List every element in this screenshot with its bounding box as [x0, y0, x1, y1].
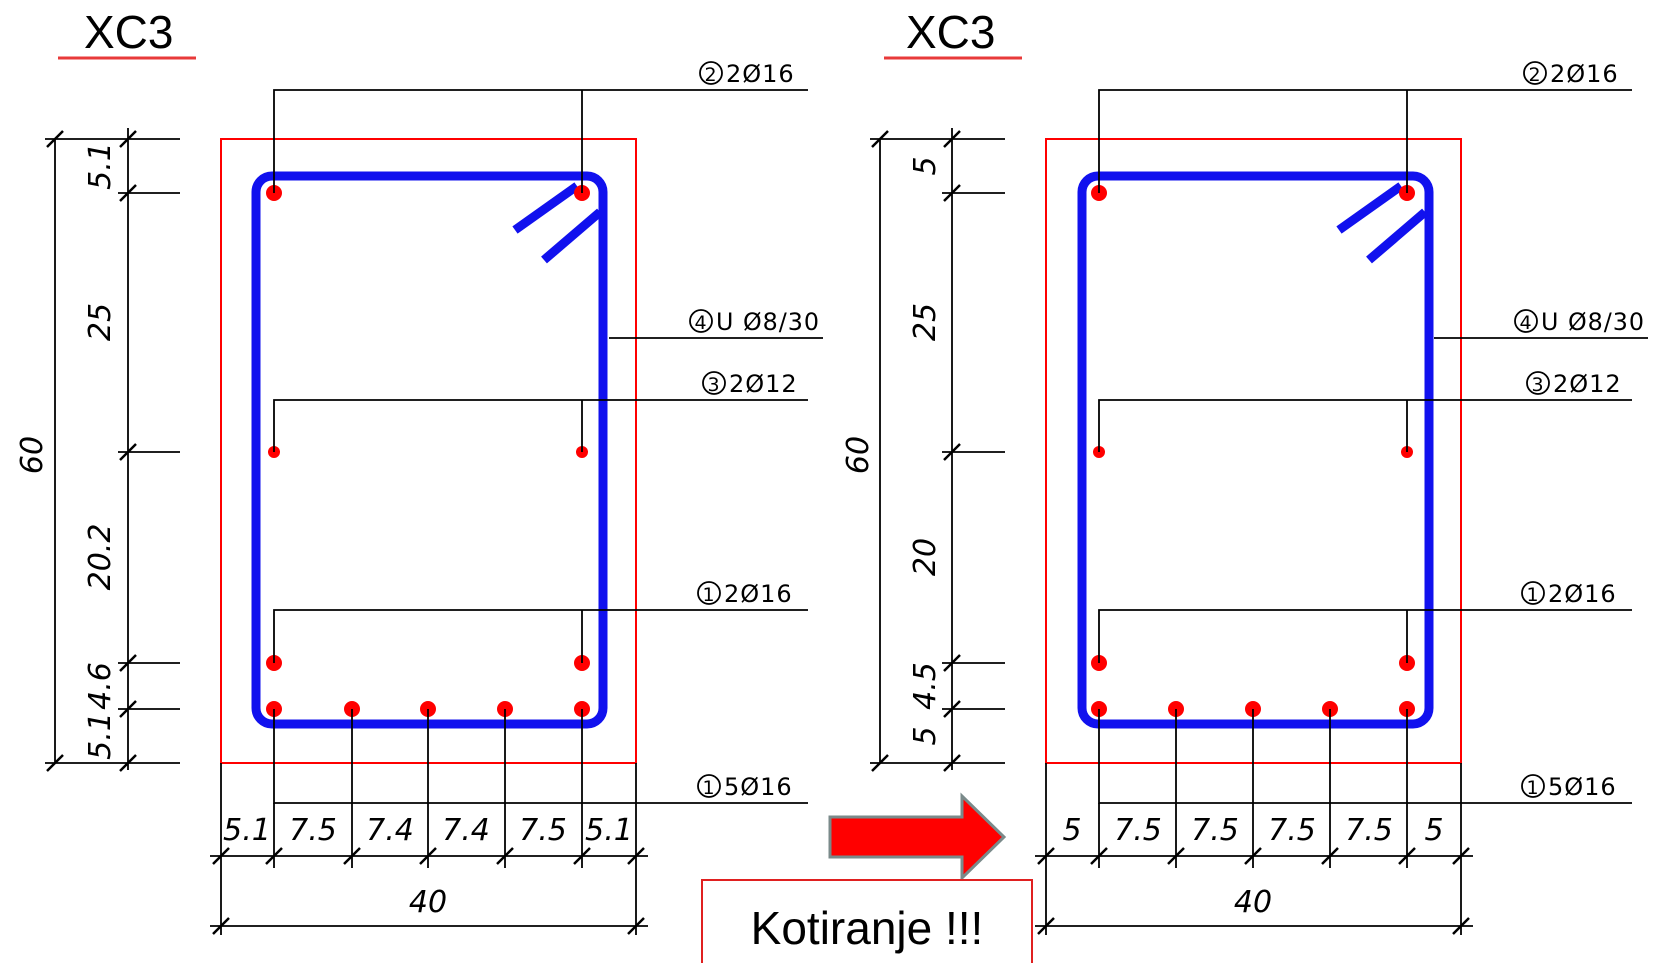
dim-v-1: 5.1: [83, 142, 118, 190]
callout-circle: [702, 371, 726, 395]
stirrup-hook-1: [1336, 182, 1404, 234]
callout-circle: [699, 61, 723, 85]
callout-circle: [1521, 581, 1545, 605]
callout-lower: 1 2Ø16: [697, 580, 793, 608]
dim-h-4: 7.4: [442, 813, 490, 848]
dim-h-1: 5.1: [223, 813, 271, 848]
callout-circle: [1526, 371, 1550, 395]
label-middle-bars: 2Ø12: [729, 370, 798, 398]
callout-circle: [1514, 309, 1538, 333]
dim-width-total: 40: [1234, 885, 1272, 920]
dim-height-total: 60: [15, 436, 50, 474]
note-box: [701, 879, 1033, 963]
right-arrow-icon: [828, 792, 1007, 882]
dim-h-6: 5: [1424, 813, 1443, 848]
dim-h-5: 7.5: [519, 813, 567, 848]
rebars: [266, 185, 590, 717]
dim-height-total: 60: [841, 436, 876, 474]
dim-h-6: 5.1: [585, 813, 633, 848]
svg-text:1: 1: [702, 584, 715, 606]
dim-h-3: 7.5: [1191, 813, 1239, 848]
rebars: [1091, 185, 1415, 717]
svg-text:2: 2: [1528, 64, 1541, 86]
dim-h-5: 7.5: [1345, 813, 1393, 848]
svg-text:1: 1: [1526, 777, 1539, 799]
callout-bottom: 1 5Ø16: [1521, 773, 1617, 801]
label-bottom-bars: 5Ø16: [724, 773, 793, 801]
callout-middle: 3 2Ø12: [1526, 370, 1622, 398]
dim-width-total: 40: [409, 885, 447, 920]
dim-h-2: 7.5: [1114, 813, 1162, 848]
dim-v-4: 4.5: [908, 662, 943, 710]
dim-v-3: 20: [908, 538, 943, 576]
dim-h-1: 5: [1062, 813, 1081, 848]
label-top-bars: 2Ø16: [726, 60, 795, 88]
label-lower-bars: 2Ø16: [1548, 580, 1617, 608]
callout-stirrup: 4 U Ø8/30: [1514, 308, 1645, 336]
svg-text:1: 1: [702, 777, 715, 799]
stirrup-hook-2: [541, 208, 603, 264]
dim-v-2: 25: [908, 303, 943, 341]
callout-circle: [1523, 61, 1547, 85]
stirrup-hook-1: [512, 182, 580, 234]
stirrup: [251, 171, 608, 729]
section-title: XC3: [84, 6, 173, 58]
label-stirrup: U Ø8/30: [716, 308, 820, 336]
horizontal-dimensions: 5.1 7.5 7.4 7.4 7.5 5.1 40: [210, 763, 648, 935]
callout-circle: [689, 309, 713, 333]
svg-text:1: 1: [1526, 584, 1539, 606]
section-title: XC3: [906, 6, 995, 58]
dim-v-4: 4.6: [83, 662, 118, 710]
leader-lines: [1098, 89, 1648, 804]
dim-h-2: 7.5: [289, 813, 337, 848]
label-top-bars: 2Ø16: [1550, 60, 1619, 88]
label-stirrup: U Ø8/30: [1541, 308, 1645, 336]
label-lower-bars: 2Ø16: [724, 580, 793, 608]
section-right: XC3: [841, 6, 1648, 935]
stirrup-hook-2: [1366, 208, 1428, 264]
svg-text:4: 4: [1519, 312, 1532, 334]
callout-circle: [697, 581, 721, 605]
callout-bottom: 1 5Ø16: [697, 773, 793, 801]
dim-v-3: 20.2: [83, 524, 118, 591]
vertical-dimensions: 60 5 25 20 4.5 5: [841, 128, 1005, 772]
dim-v-5: 5.1: [83, 712, 118, 760]
svg-text:2: 2: [704, 64, 717, 86]
dim-v-1: 5: [908, 156, 943, 175]
section-left: XC3: [15, 6, 823, 935]
callout-top: 2 2Ø16: [699, 60, 795, 88]
svg-text:4: 4: [694, 312, 707, 334]
vertical-dimensions: 60 5.1 25 20.2 4.6 5.1: [15, 128, 180, 772]
label-middle-bars: 2Ø12: [1553, 370, 1622, 398]
label-bottom-bars: 5Ø16: [1548, 773, 1617, 801]
leader-lines: [273, 89, 823, 804]
horizontal-dimensions: 5 7.5 7.5 7.5 7.5 5 40: [1035, 763, 1473, 935]
callout-circle: [1521, 774, 1545, 798]
callout-circle: [697, 774, 721, 798]
stirrup: [1077, 171, 1434, 729]
callout-lower: 1 2Ø16: [1521, 580, 1617, 608]
dim-h-4: 7.5: [1268, 813, 1316, 848]
dim-v-5: 5: [908, 726, 943, 745]
callout-stirrup: 4 U Ø8/30: [689, 308, 820, 336]
note-text: Kotiranje !!!: [751, 902, 984, 954]
svg-text:3: 3: [707, 374, 720, 396]
dim-h-3: 7.4: [366, 813, 414, 848]
dim-v-2: 25: [83, 303, 118, 341]
svg-text:3: 3: [1531, 374, 1544, 396]
callout-middle: 3 2Ø12: [702, 370, 798, 398]
callout-top: 2 2Ø16: [1523, 60, 1619, 88]
